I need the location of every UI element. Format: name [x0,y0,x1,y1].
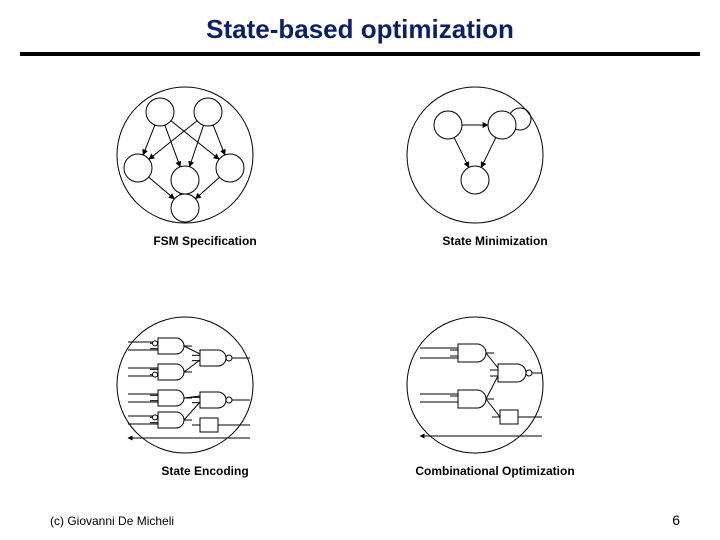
combinational-optimization-diagram [390,310,560,480]
panel-state-minimization: State Minimization [390,80,600,280]
copyright-footer: (c) Giovanni De Micheli [50,514,174,528]
slide-title: State-based optimization [0,14,720,45]
caption-fsm-specification: FSM Specification [100,234,310,248]
caption-combinational-optimization: Combinational Optimization [390,464,600,478]
state-encoding-diagram [100,310,270,480]
panel-state-encoding: State Encoding [100,310,310,510]
panel-combinational-optimization: Combinational Optimization [390,310,600,510]
state-minimization-diagram [390,80,560,250]
caption-state-minimization: State Minimization [390,234,600,248]
caption-state-encoding: State Encoding [100,464,310,478]
title-underline [20,52,700,56]
page-number: 6 [672,512,680,528]
panel-fsm-specification: FSM Specification [100,80,310,280]
fsm-specification-diagram [100,80,270,250]
